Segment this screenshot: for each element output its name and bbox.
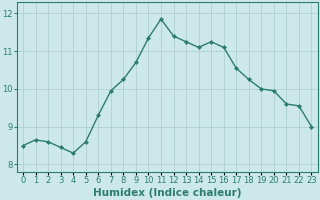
X-axis label: Humidex (Indice chaleur): Humidex (Indice chaleur) <box>93 188 242 198</box>
